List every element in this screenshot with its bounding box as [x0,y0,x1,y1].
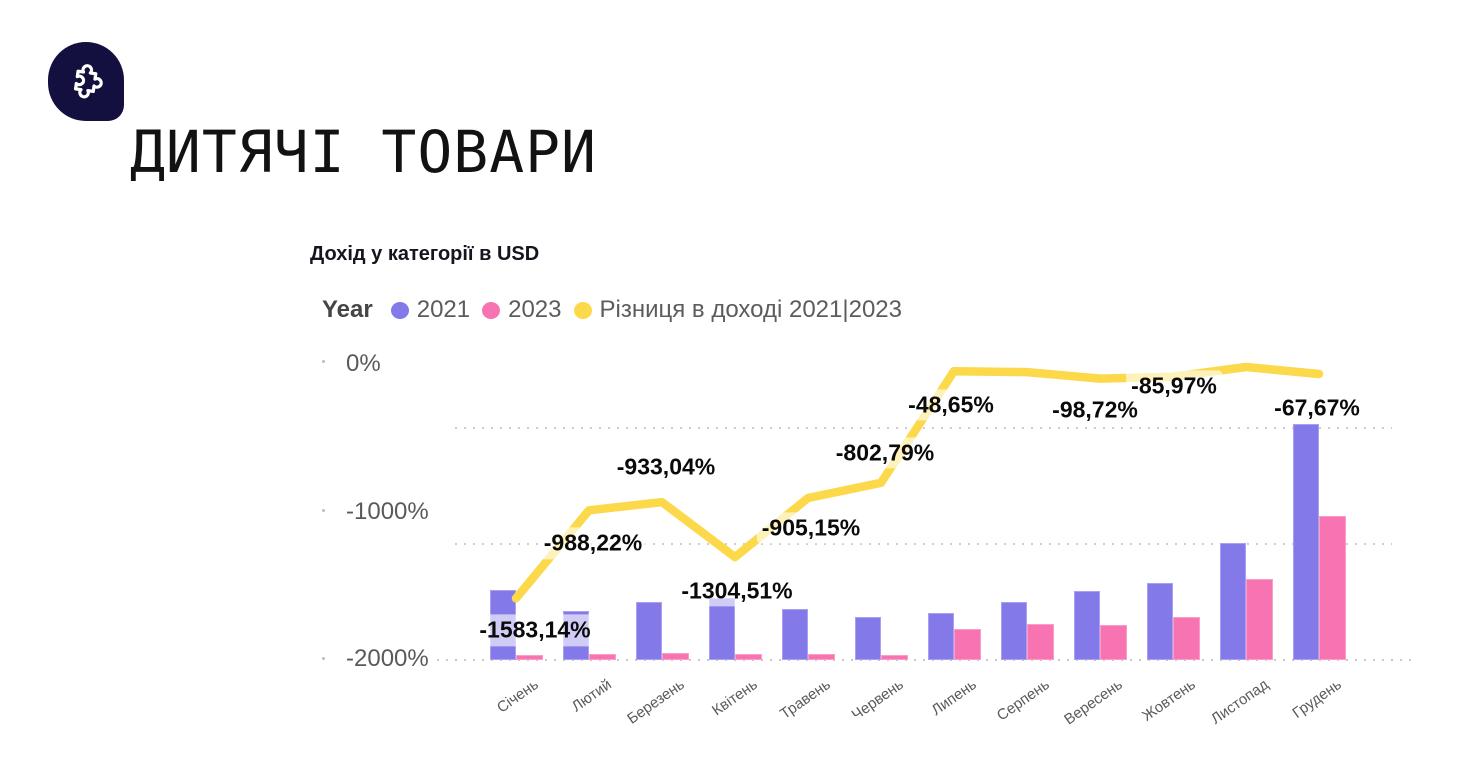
bar-2023-Червень[interactable] [881,655,908,660]
line-data-label-Вересень: -98,72% [1047,393,1143,426]
bar-2023-Липень[interactable] [954,628,981,660]
puzzle-icon [60,53,112,110]
legend-dot-2023-icon [482,301,501,319]
bar-2023-Січень[interactable] [516,655,543,660]
bar-2023-Грудень[interactable] [1319,515,1346,660]
line-data-label-Жовтень: -85,97% [1126,370,1222,402]
bar-2023-Лютий[interactable] [589,654,616,660]
bar-2023-Серпень[interactable] [1027,623,1054,660]
bar-2021-Червень[interactable] [854,616,881,660]
bar-2023-Жовтень[interactable] [1173,616,1200,660]
y-axis-tick-1000: -1000% [346,498,429,525]
line-data-label-Грудень: -67,67% [1269,392,1365,424]
bar-2021-Квітень[interactable] [708,598,735,660]
line-data-label-Червень: -802,79% [830,437,940,469]
legend-label-2023: 2023 [508,296,562,323]
y-axis-tick-0: 0% [346,350,381,377]
logo-mark [48,42,124,121]
bar-2021-Грудень[interactable] [1292,423,1319,660]
x-axis-baseline [437,659,1412,661]
y-axis-tick-2000: -2000% [346,645,429,672]
bar-2021-Березень[interactable] [635,601,662,660]
legend-item-difference[interactable]: Різниця в доході 2021|2023 [573,296,902,324]
legend-item-2023[interactable]: 2023 [482,296,562,324]
line-data-label-Березень: -933,04% [611,451,721,483]
gridline [455,427,1392,429]
legend-label-2021: 2021 [416,296,471,323]
legend-dot-2021-icon [390,301,409,319]
legend-label-difference: Різниця в доході 2021|2023 [599,296,902,323]
bar-2021-Липень[interactable] [927,613,954,660]
y-axis-tick-mark [322,360,325,363]
bar-2023-Квітень[interactable] [735,654,762,660]
line-data-label-Січень: -1583,14% [474,614,596,646]
legend-title: Year [322,296,373,323]
chart-legend: Year 2021 2023 Різниця в доході 2021|202… [322,296,902,324]
bar-2023-Березень[interactable] [662,653,689,660]
page-title: ДИТЯЧІ ТОВАРИ [130,118,597,186]
line-data-label-Липень: -48,65% [903,389,999,421]
legend-dot-difference-icon [573,301,592,319]
bar-2023-Листопад[interactable] [1246,578,1273,660]
y-axis-tick-mark [322,657,325,660]
line-data-label-Квітень: -1304,51% [676,575,798,607]
bar-2021-Вересень[interactable] [1073,591,1100,660]
bar-2021-Серпень[interactable] [1000,601,1027,660]
line-data-label-Травень: -905,15% [756,512,866,544]
bar-2023-Травень[interactable] [808,654,835,660]
y-axis-tick-mark [322,509,325,512]
line-data-label-Лютий: -988,22% [538,527,648,559]
chart-title: Дохід у категорії в USD [310,243,540,265]
bar-2021-Травень[interactable] [781,608,808,660]
bar-2021-Жовтень[interactable] [1146,583,1173,660]
bar-2023-Вересень[interactable] [1100,625,1127,660]
legend-item-2021[interactable]: 2021 [390,296,471,324]
bar-2021-Листопад[interactable] [1219,542,1246,660]
